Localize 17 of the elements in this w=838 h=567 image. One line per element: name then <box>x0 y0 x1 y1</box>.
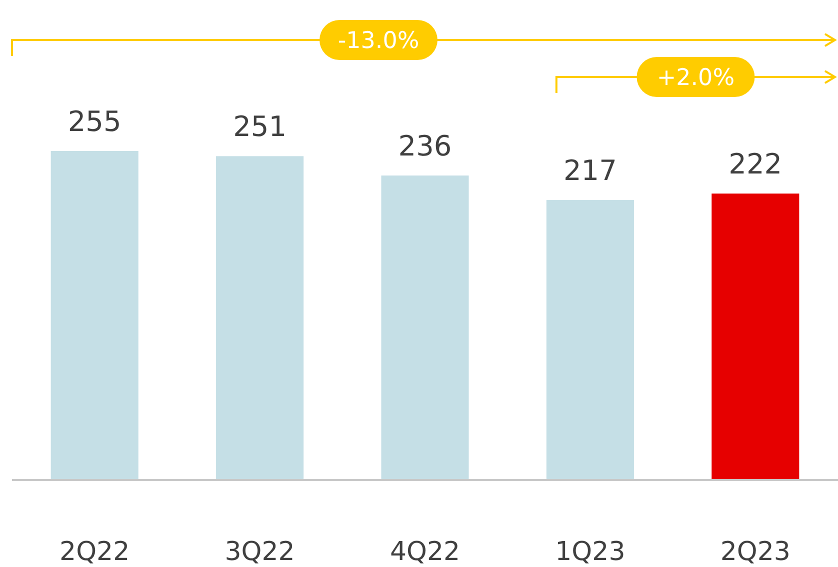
bar <box>546 200 634 480</box>
text: +2.0% <box>656 65 735 91</box>
x-tick-label: 2Q23 <box>720 537 790 567</box>
data-label: 217 <box>563 154 617 188</box>
bar <box>712 194 800 480</box>
bar <box>216 156 304 480</box>
data-label: 255 <box>68 105 122 138</box>
bar <box>381 176 469 480</box>
data-label: 251 <box>233 110 287 144</box>
x-tick-label: 1Q23 <box>555 537 626 567</box>
bar <box>50 151 138 480</box>
x-tick-label: 2Q22 <box>60 537 130 567</box>
data-label: 236 <box>398 130 452 163</box>
x-tick-label: 4Q22 <box>390 537 460 567</box>
x-tick-label: 3Q22 <box>224 537 295 567</box>
text: -13.0% <box>338 28 420 54</box>
data-label: 222 <box>728 148 782 181</box>
